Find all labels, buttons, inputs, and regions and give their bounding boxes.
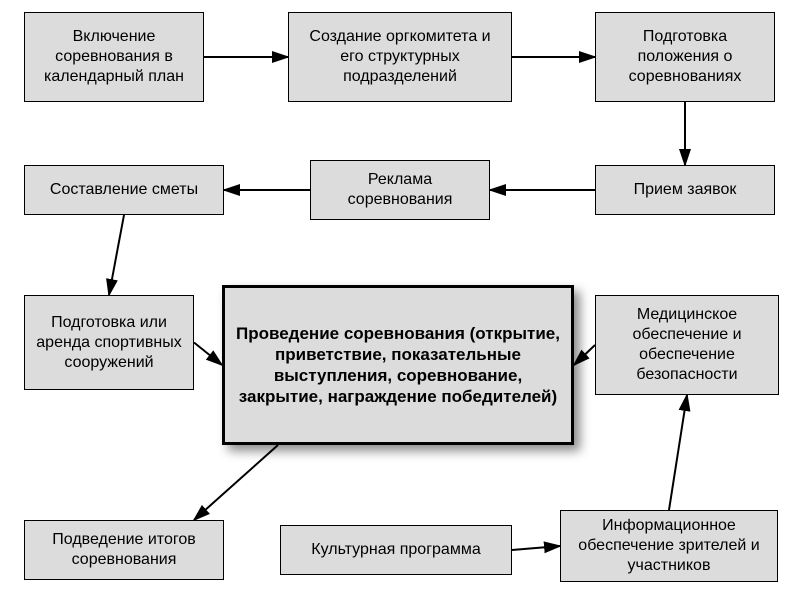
flow-node-n6: Составление сметы [24,165,224,215]
flow-node-n9: Медицинское обеспечение и обеспечение бе… [595,295,779,395]
flow-node-label: Информационное обеспечение зрителей и уч… [569,516,769,576]
edge-n11-n12 [512,546,560,550]
flow-node-label: Подготовка или аренда спортивных сооруже… [33,313,185,373]
flow-node-n12: Информационное обеспечение зрителей и уч… [560,510,778,582]
edge-n6-n7 [109,215,124,295]
flow-node-label: Создание оргкомитета и его структурных п… [297,27,503,87]
flow-node-label: Культурная программа [289,540,503,560]
flow-node-label: Включение соревнования в календарный пла… [33,27,195,87]
flow-node-n2: Создание оргкомитета и его структурных п… [288,12,512,102]
flow-node-label: Медицинское обеспечение и обеспечение бе… [604,305,770,385]
flow-node-n5: Реклама соревнования [310,160,490,220]
flow-node-label: Подготовка положения о соревнованиях [604,27,766,87]
edge-n8-n10 [194,445,278,520]
flowchart-canvas: Включение соревнования в календарный пла… [0,0,800,607]
flow-node-label: Реклама соревнования [319,170,481,210]
edge-n12-n9 [669,395,687,510]
flow-node-n10: Подведение итогов соревнования [24,520,224,580]
flow-node-n4: Прием заявок [595,165,775,215]
flow-node-label: Прием заявок [604,180,766,200]
flow-node-n11: Культурная программа [280,525,512,575]
flow-node-label: Проведение соревнования (открытие, приве… [233,323,563,408]
flow-node-n3: Подготовка положения о соревнованиях [595,12,775,102]
edge-n7-n8 [194,343,222,366]
flow-node-label: Подведение итогов соревнования [33,530,215,570]
flow-node-n7: Подготовка или аренда спортивных сооруже… [24,295,194,390]
flow-node-label: Составление сметы [33,180,215,200]
flow-node-n1: Включение соревнования в календарный пла… [24,12,204,102]
edge-n9-n8 [574,345,595,365]
flow-node-n8: Проведение соревнования (открытие, приве… [222,285,574,445]
